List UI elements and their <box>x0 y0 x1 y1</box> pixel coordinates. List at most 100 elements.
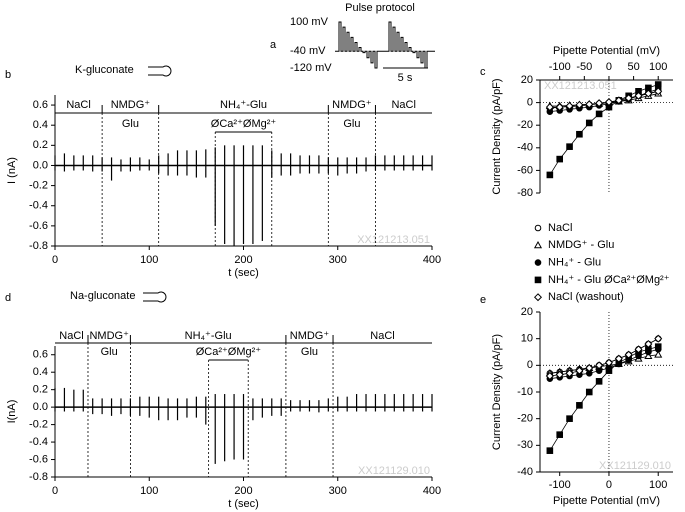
pipette-icon <box>148 65 172 77</box>
marker <box>654 87 663 96</box>
marker <box>546 447 554 454</box>
x-tick-label: 0 <box>606 479 612 491</box>
y-tick-label: -0.6 <box>29 453 48 465</box>
marker <box>644 339 653 349</box>
fit-line <box>549 338 659 374</box>
watermark: XX121213.051 <box>357 234 430 246</box>
y-tick-label: -20 <box>517 119 533 131</box>
y-tick-label: -0.2 <box>29 180 48 192</box>
solution-label: Glu <box>301 346 318 358</box>
solution-label: Glu <box>343 118 360 130</box>
marker <box>534 224 542 232</box>
panel-letter: a <box>270 39 277 51</box>
y-tick-label: 0.4 <box>33 366 48 378</box>
marker <box>576 402 583 409</box>
y-tick-label: 0.2 <box>33 139 48 151</box>
solution-label: NH₄⁺-Glu <box>220 99 267 111</box>
y-tick-label: -20 <box>517 413 533 425</box>
marker <box>595 99 604 108</box>
marker <box>595 378 603 385</box>
y-axis-label: Current Density (pA/pF) <box>491 334 503 450</box>
y-tick-label: -0.6 <box>29 220 48 232</box>
solution-label: NMDG⁺ <box>111 99 151 111</box>
marker <box>565 369 574 378</box>
marker <box>556 155 564 163</box>
solution-label: NaCl <box>66 99 90 111</box>
legend-label: NH₄⁺ - Glu ØCa²⁺ØMg²⁺ <box>548 274 670 286</box>
y-tick-label: 20 <box>521 306 533 318</box>
y-tick-label: -0.4 <box>29 200 48 212</box>
y-tick-label: -0.8 <box>29 240 48 252</box>
y-tick-label: 0.2 <box>33 384 48 396</box>
y-tick-label: 0.6 <box>33 99 48 111</box>
x-axis-label: t (sec) <box>228 498 259 510</box>
y-tick-label: -60 <box>517 164 533 176</box>
marker <box>624 94 633 103</box>
y-tick-label: -0.2 <box>29 419 48 431</box>
x-tick-label: 100 <box>140 254 158 266</box>
y-tick-label: -0.4 <box>29 436 48 448</box>
marker <box>614 354 623 363</box>
marker <box>604 358 613 367</box>
marker <box>555 370 564 379</box>
x-tick-label: -100 <box>549 479 571 491</box>
x-tick-label: 200 <box>234 485 252 497</box>
x-tick-label: 100 <box>649 479 667 491</box>
legend-label: NaCl (washout) <box>548 291 624 303</box>
marker <box>654 350 663 358</box>
legend-label: NH₄⁺ - Glu <box>548 257 601 269</box>
marker <box>585 363 594 373</box>
y-axis-label: Current Density (pA/pF) <box>491 78 503 194</box>
marker <box>624 350 633 359</box>
marker <box>644 351 653 359</box>
divalent-free-label: ØCa²⁺ØMg²⁺ <box>211 118 277 130</box>
marker <box>604 98 613 107</box>
y-tick-label: 10 <box>521 333 533 345</box>
scale-bar-label: 5 s <box>398 72 413 84</box>
marker <box>575 366 584 375</box>
marker <box>614 96 623 105</box>
solution-label: Glu <box>101 346 118 358</box>
watermark: XX121129.010 <box>358 465 430 477</box>
x-tick-label: 300 <box>329 254 347 266</box>
marker <box>585 119 593 127</box>
x-tick-label: 50 <box>627 61 639 73</box>
marker <box>575 100 584 109</box>
y-axis-label: I (nA) <box>6 157 18 184</box>
panel-letter: d <box>5 292 11 304</box>
marker <box>533 240 543 249</box>
marker <box>654 81 662 88</box>
panel-letter: e <box>480 294 486 306</box>
x-tick-label: 0 <box>52 485 58 497</box>
y-tick-label: 0 <box>527 97 533 109</box>
marker <box>565 101 574 110</box>
watermark: XX121129.010 <box>599 460 671 472</box>
marker <box>566 415 573 422</box>
x-tick-label: 200 <box>234 254 252 266</box>
fit-line <box>549 84 659 176</box>
protocol-trace <box>335 21 435 69</box>
x-tick-label: 400 <box>423 254 441 266</box>
solution-label: Glu <box>122 118 139 130</box>
x-tick-label: -100 <box>549 61 571 73</box>
y-tick-label: 0.0 <box>33 159 48 171</box>
marker <box>634 345 643 354</box>
panel-letter: b <box>5 69 11 81</box>
x-axis-label: Pipette Potential (mV) <box>553 45 660 57</box>
x-tick-label: 100 <box>140 485 158 497</box>
y-tick-label: 0.4 <box>33 119 48 131</box>
marker <box>534 276 542 284</box>
solution-label: NaCl <box>59 330 83 342</box>
y-tick-label: -10 <box>517 386 533 398</box>
x-tick-label: 100 <box>649 61 667 73</box>
marker <box>585 388 593 396</box>
y-tick-label: 0.0 <box>33 401 48 413</box>
x-tick-label: -50 <box>576 61 592 73</box>
marker <box>546 171 554 179</box>
y-tick-label: 0 <box>527 359 533 371</box>
watermark: XX121213.051 <box>544 80 617 92</box>
y-tick-label: -40 <box>517 466 533 478</box>
marker <box>534 259 542 266</box>
y-tick-label: 20 <box>521 74 533 86</box>
